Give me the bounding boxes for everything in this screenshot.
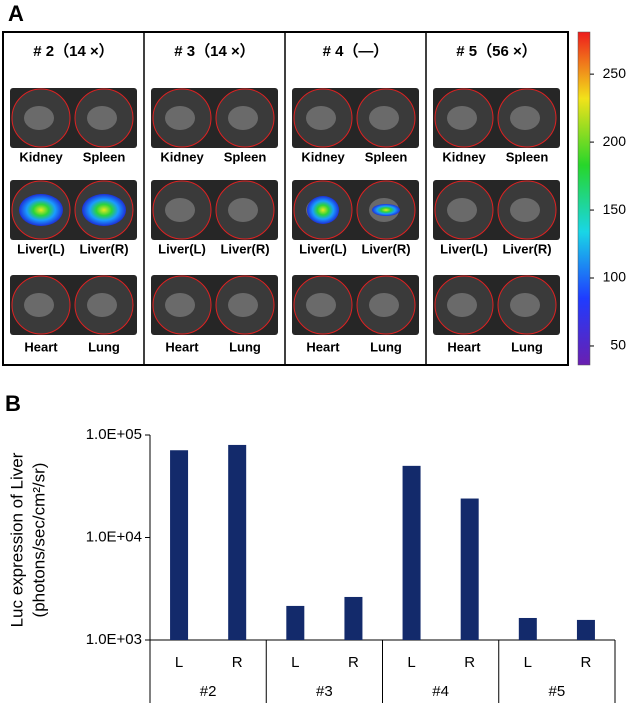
x-tick-label: L: [407, 654, 415, 671]
bar: [460, 498, 479, 640]
organ-label: Kidney: [19, 149, 63, 164]
organ-label: Liver(L): [17, 241, 65, 256]
organ: [165, 293, 195, 317]
bar: [170, 450, 189, 640]
organ: [447, 293, 477, 317]
x-tick-label: R: [232, 654, 243, 671]
organ-label: Spleen: [365, 149, 408, 164]
organ: [228, 293, 258, 317]
organ: [165, 198, 195, 222]
x-tick-label: R: [464, 654, 475, 671]
organ-label: Liver(L): [440, 241, 488, 256]
group-title: # 5（56 ×）: [456, 42, 536, 60]
panel-label: A: [8, 1, 24, 26]
organ: [228, 198, 258, 222]
organ: [24, 293, 54, 317]
organ: [87, 106, 117, 130]
x-tick-label: R: [581, 654, 592, 671]
organ-label: Spleen: [506, 149, 549, 164]
signal: [372, 204, 400, 216]
panel-label: B: [5, 391, 21, 416]
organ: [306, 293, 336, 317]
organ-label: Liver(L): [158, 241, 206, 256]
organ-label: Heart: [306, 339, 340, 354]
organ-label: Kidney: [301, 149, 345, 164]
y-tick-label: 1.0E+05: [86, 426, 142, 443]
organ: [306, 106, 336, 130]
colorbar: [577, 31, 591, 366]
organ-label: Spleen: [83, 149, 126, 164]
organ-label: Lung: [229, 339, 261, 354]
organ: [447, 106, 477, 130]
organ: [165, 106, 195, 130]
y-axis-label: (photons/sec/cm²/sr): [29, 463, 48, 618]
colorbar-tick-label: 250: [603, 65, 627, 81]
organ: [87, 293, 117, 317]
x-tick-label: L: [291, 654, 299, 671]
group-label: #4: [432, 683, 449, 700]
group-label: #5: [549, 683, 566, 700]
organ: [510, 293, 540, 317]
organ-label: Liver(R): [79, 241, 128, 256]
organ: [510, 106, 540, 130]
colorbar-tick-label: 200: [603, 133, 627, 149]
bar: [402, 465, 421, 640]
organ-label: Heart: [24, 339, 58, 354]
organ: [510, 198, 540, 222]
organ: [447, 198, 477, 222]
bar: [344, 596, 363, 640]
organ-label: Lung: [370, 339, 402, 354]
organ-label: Spleen: [224, 149, 267, 164]
y-tick-label: 1.0E+04: [86, 528, 142, 545]
colorbar-tick-label: 150: [603, 201, 627, 217]
organ-label: Lung: [88, 339, 120, 354]
group-title: # 3（14 ×）: [174, 42, 254, 60]
organ: [228, 106, 258, 130]
bar: [228, 444, 247, 640]
organ-label: Lung: [511, 339, 543, 354]
colorbar-tick-label: 100: [603, 269, 627, 285]
organ-label: Liver(R): [502, 241, 551, 256]
signal: [19, 194, 63, 226]
group-title: # 4（—）: [323, 42, 389, 60]
organ: [369, 293, 399, 317]
x-tick-label: L: [175, 654, 183, 671]
y-axis-label: Luc expression of Liver: [7, 452, 26, 627]
bar: [518, 617, 537, 640]
group-label: #3: [316, 683, 333, 700]
bar: [286, 605, 305, 640]
signal: [307, 196, 339, 224]
group-label: #2: [200, 683, 217, 700]
signal: [82, 194, 126, 226]
group-title: # 2（14 ×）: [33, 42, 113, 60]
bar: [576, 619, 595, 640]
organ-label: Liver(R): [220, 241, 269, 256]
colorbar-tick-label: 50: [610, 337, 626, 353]
organ: [369, 106, 399, 130]
organ-label: Heart: [447, 339, 481, 354]
x-tick-label: R: [348, 654, 359, 671]
organ-label: Kidney: [442, 149, 486, 164]
y-tick-label: 1.0E+03: [86, 631, 142, 648]
organ-label: Liver(R): [361, 241, 410, 256]
organ-label: Kidney: [160, 149, 204, 164]
organ-label: Heart: [165, 339, 199, 354]
organ-label: Liver(L): [299, 241, 347, 256]
x-tick-label: L: [524, 654, 532, 671]
organ: [24, 106, 54, 130]
